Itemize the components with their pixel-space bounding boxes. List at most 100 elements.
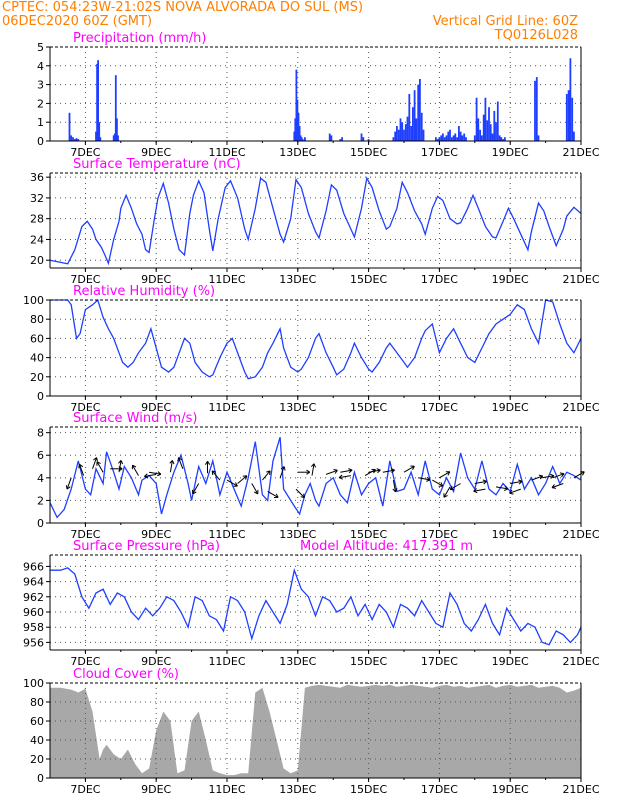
precip-bar	[463, 134, 465, 142]
y-tick-label: 2	[37, 97, 44, 110]
wind-arrow-head	[157, 474, 161, 476]
y-tick-label: 80	[30, 696, 44, 709]
x-tick-label: 15DEC	[350, 146, 387, 159]
wind-arrow-head	[560, 473, 564, 474]
y-tick-label: 28	[30, 213, 44, 226]
y-tick-label: 100	[23, 294, 44, 307]
precip-bar	[534, 81, 536, 141]
x-tick-label: 19DEC	[492, 655, 529, 668]
precip-bar	[341, 137, 343, 141]
header-model: TQ0126L028	[494, 28, 578, 43]
precip-bar	[407, 117, 409, 141]
x-tick-label: 19DEC	[492, 783, 529, 796]
y-tick-label: 966	[23, 560, 44, 573]
x-tick-label: 17DEC	[421, 401, 458, 414]
precip-bar	[476, 98, 478, 141]
precip-bar	[70, 135, 72, 141]
precip-bar	[571, 98, 573, 141]
precip-bar	[570, 58, 572, 141]
x-tick-label: 21DEC	[562, 655, 599, 668]
x-tick-label: 11DEC	[208, 783, 245, 796]
panel-title: Cloud Cover (%)	[73, 667, 179, 682]
precip-bar	[465, 137, 467, 141]
wind-arrow-head	[66, 485, 67, 489]
precip-bar	[481, 135, 483, 141]
y-tick-label: 40	[30, 352, 44, 365]
precip-bar	[400, 118, 402, 141]
panel-pressure: Surface Pressure (hPa) Model Altitude: 41…	[23, 539, 600, 668]
wind-arrow-head	[426, 480, 430, 482]
precip-bar	[460, 132, 462, 141]
precip-bar	[490, 124, 492, 141]
y-tick-label: 960	[23, 606, 44, 619]
y-tick-label: 60	[30, 332, 44, 345]
y-tick-label: 964	[23, 576, 44, 589]
wind-arrow-head	[334, 470, 338, 471]
precip-bar	[449, 130, 451, 141]
precip-bar	[440, 135, 442, 141]
precip-bar	[483, 115, 485, 141]
panel-title: Relative Humidity (%)	[73, 284, 215, 299]
y-tick-label: 0	[37, 517, 44, 530]
x-tick-label: 21DEC	[562, 783, 599, 796]
precip-bar	[495, 122, 497, 141]
x-tick-label: 13DEC	[279, 273, 316, 286]
wind-arrow-head	[121, 460, 123, 464]
wind-arrow-head	[483, 480, 487, 482]
y-tick-label: 2	[37, 494, 44, 507]
series-line-temperature	[50, 178, 581, 264]
x-tick-label: 17DEC	[421, 783, 458, 796]
header-grid-line: Vertical Grid Line: 60Z	[433, 14, 578, 29]
x-tick-label: 21DEC	[562, 528, 599, 541]
x-tick-label: 21DEC	[562, 146, 599, 159]
precip-bar	[403, 130, 405, 141]
y-tick-label: 0	[37, 135, 44, 148]
wind-arrow-head	[243, 476, 247, 477]
y-tick-label: 100	[23, 677, 44, 690]
wind-arrow-head	[377, 469, 381, 471]
precip-bar	[566, 94, 568, 141]
precip-bar	[446, 135, 448, 141]
x-tick-label: 15DEC	[350, 783, 387, 796]
x-tick-label: 19DEC	[492, 146, 529, 159]
y-tick-label: 6	[37, 449, 44, 462]
y-tick-label: 32	[30, 192, 44, 205]
y-tick-label: 958	[23, 621, 44, 634]
series-line-wind	[50, 437, 581, 517]
y-tick-label: 8	[37, 427, 44, 440]
x-tick-label: 13DEC	[279, 655, 316, 668]
precip-bar	[331, 135, 333, 141]
precip-bar	[451, 137, 453, 141]
precip-bar	[69, 113, 71, 141]
precip-bar	[393, 137, 395, 141]
precip-bar	[401, 122, 403, 141]
precip-bar	[408, 94, 410, 141]
series-line-humidity	[50, 300, 581, 379]
precip-bar	[405, 124, 407, 141]
panel-title: Surface Temperature (nC)	[73, 157, 241, 172]
x-tick-label: 9DEC	[141, 783, 171, 796]
x-tick-label: 7DEC	[70, 783, 100, 796]
header-run-time: 06DEC2020 60Z (GMT)	[2, 14, 152, 29]
precip-bar	[362, 137, 364, 141]
precip-bar	[447, 132, 449, 141]
precip-bar	[488, 107, 490, 141]
precip-bar	[486, 120, 488, 141]
precip-bar	[421, 113, 423, 141]
wind-arrow-head	[284, 467, 285, 471]
y-tick-label: 0	[37, 390, 44, 403]
precip-bar	[439, 137, 441, 141]
precip-bar	[398, 130, 400, 141]
wind-arrow	[296, 489, 305, 498]
precip-bar	[72, 137, 74, 141]
precip-bar	[500, 137, 502, 141]
panel-title: Surface Pressure (hPa)	[73, 539, 220, 554]
panel-subtitle: Model Altitude: 417.391 m	[300, 539, 473, 554]
precip-bar	[444, 137, 446, 141]
panel-title: Precipitation (mm/h)	[73, 31, 206, 46]
precip-bar	[410, 126, 412, 141]
precip-bar	[477, 118, 479, 141]
